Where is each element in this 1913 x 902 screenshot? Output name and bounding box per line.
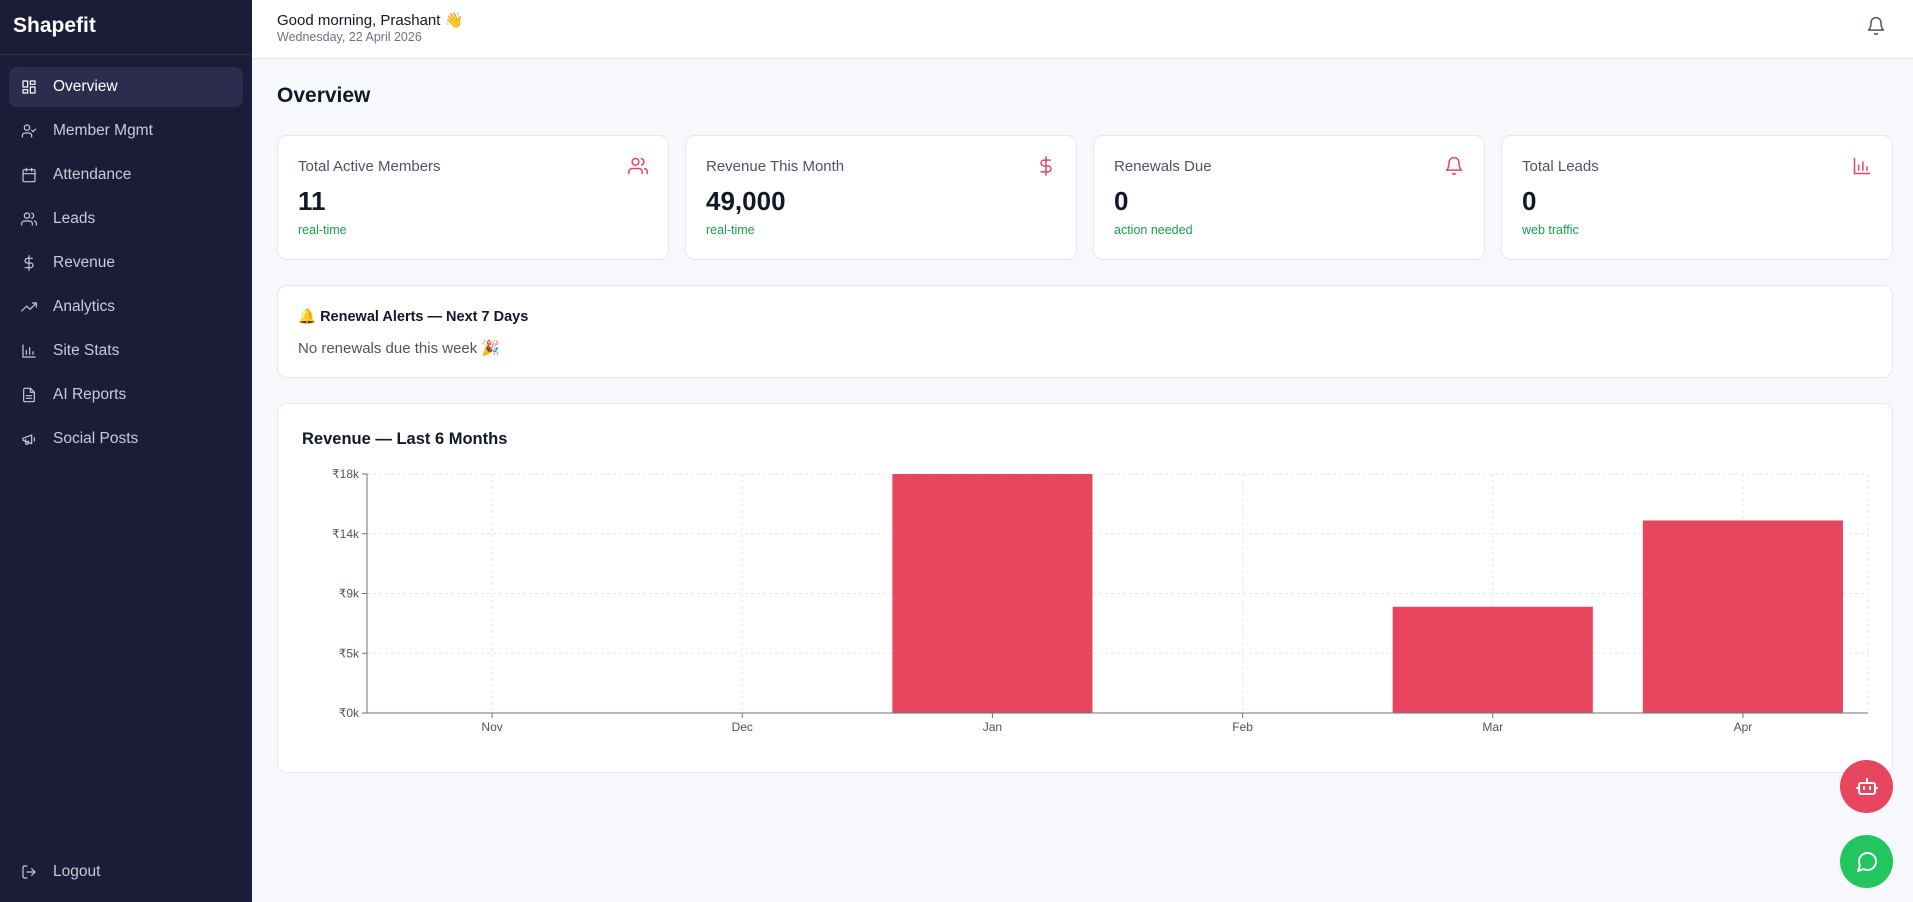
renewal-alerts-title: 🔔 Renewal Alerts — Next 7 Days — [298, 309, 529, 325]
notifications-button[interactable] — [1866, 16, 1886, 36]
x-tick-label: Feb — [1232, 720, 1253, 734]
stat-cards: Total Active Members 11 real-time Revenu… — [277, 135, 1893, 260]
renewal-alerts-panel: 🔔 Renewal Alerts — Next 7 Days No renewa… — [277, 285, 1893, 378]
renewal-alerts-text: No renewals due this week 🎉 — [298, 340, 501, 357]
bell-icon — [1444, 156, 1464, 176]
logout-button[interactable]: Logout — [9, 852, 243, 892]
bar-mar — [1392, 606, 1593, 713]
x-tick-label: Jan — [983, 720, 1002, 734]
sidebar-item-analytics[interactable]: Analytics — [9, 287, 243, 327]
sidebar-item-leads[interactable]: Leads — [9, 199, 243, 239]
x-tick-label: Nov — [481, 720, 502, 734]
sidebar: Shapefit Overview Member Mgmt Attendance… — [0, 0, 252, 902]
stat-value: 0 — [1114, 186, 1129, 216]
sidebar-item-label: Revenue — [53, 254, 116, 271]
stat-label: Total Active Members — [298, 158, 441, 175]
megaphone-icon — [21, 431, 37, 447]
x-tick-label: Dec — [732, 720, 753, 734]
revenue-chart-card: Revenue — Last 6 Months ₹0k ₹5k ₹9k ₹14k ₹18… — [277, 403, 1893, 773]
x-tick-label: Mar — [1482, 720, 1503, 734]
user-check-icon — [21, 123, 37, 139]
brand-logo[interactable]: Shapefit — [0, 0, 252, 55]
y-tick-label: ₹9k — [339, 587, 360, 601]
stat-value: 49,000 — [706, 186, 786, 216]
sidebar-item-revenue[interactable]: Revenue — [9, 243, 243, 283]
stat-label: Total Leads — [1522, 158, 1599, 175]
stat-note: real-time — [706, 223, 755, 237]
x-tick-label: Apr — [1734, 720, 1753, 734]
stat-note: action needed — [1114, 223, 1193, 237]
top-header: Good morning, Prashant 👋 Wednesday, 22 A… — [252, 0, 1913, 59]
trending-up-icon — [21, 299, 37, 315]
logout-label: Logout — [53, 863, 101, 880]
bar-apr — [1642, 520, 1843, 713]
users-icon — [21, 211, 37, 227]
sidebar-item-label: Attendance — [53, 166, 132, 183]
stat-label: Renewals Due — [1114, 158, 1212, 175]
bar-jan — [892, 474, 1093, 713]
sidebar-item-label: Analytics — [53, 298, 116, 315]
y-tick-label: ₹14k — [332, 527, 360, 541]
sidebar-item-ai-reports[interactable]: AI Reports — [9, 375, 243, 415]
sidebar-item-label: Member Mgmt — [53, 122, 153, 139]
sidebar-item-label: AI Reports — [53, 386, 127, 403]
page-title: Overview — [277, 84, 371, 107]
users-icon — [628, 156, 648, 176]
calendar-icon — [21, 167, 37, 183]
dollar-icon — [1036, 156, 1056, 176]
stat-card-renewals: Renewals Due 0 action needed — [1093, 135, 1485, 260]
stat-card-leads: Total Leads 0 web traffic — [1501, 135, 1893, 260]
sidebar-item-label: Leads — [53, 210, 96, 227]
stat-value: 11 — [298, 186, 326, 216]
dollar-icon — [21, 255, 37, 271]
file-icon — [21, 387, 37, 403]
whatsapp-chat-button[interactable] — [1840, 835, 1893, 888]
bell-icon — [1866, 16, 1886, 40]
stat-note: web traffic — [1522, 223, 1579, 237]
bar-chart-icon — [21, 343, 37, 359]
bar-chart-icon — [1852, 156, 1872, 176]
bot-icon — [1855, 775, 1879, 799]
date-text: Wednesday, 22 April 2026 — [277, 30, 422, 44]
sidebar-item-label: Overview — [53, 78, 118, 95]
sidebar-item-site-stats[interactable]: Site Stats — [9, 331, 243, 371]
greeting-text: Good morning, Prashant 👋 — [277, 12, 464, 29]
stat-note: real-time — [298, 223, 347, 237]
chart-title: Revenue — Last 6 Months — [302, 430, 508, 448]
sidebar-item-label: Site Stats — [53, 342, 120, 359]
revenue-chart: ₹0k ₹5k ₹9k ₹14k ₹18k Nov Dec Jan Feb Mar Apr — [332, 467, 1869, 734]
y-tick-label: ₹0k — [339, 706, 360, 720]
sidebar-item-member-mgmt[interactable]: Member Mgmt — [9, 111, 243, 151]
ai-assistant-button[interactable] — [1840, 760, 1893, 813]
y-tick-label: ₹5k — [339, 646, 360, 660]
sidebar-nav: Overview Member Mgmt Attendance Leads Re… — [0, 55, 252, 459]
chat-icon — [1855, 850, 1879, 874]
sidebar-item-attendance[interactable]: Attendance — [9, 155, 243, 195]
logout-icon — [21, 864, 37, 880]
stat-card-revenue: Revenue This Month 49,000 real-time — [685, 135, 1077, 260]
sidebar-item-label: Social Posts — [53, 430, 139, 447]
grid-icon — [21, 79, 37, 95]
sidebar-item-overview[interactable]: Overview — [9, 67, 243, 107]
sidebar-item-social-posts[interactable]: Social Posts — [9, 419, 243, 459]
stat-card-active-members: Total Active Members 11 real-time — [277, 135, 669, 260]
y-tick-label: ₹18k — [332, 467, 360, 481]
stat-value: 0 — [1522, 186, 1537, 216]
stat-label: Revenue This Month — [706, 158, 845, 175]
